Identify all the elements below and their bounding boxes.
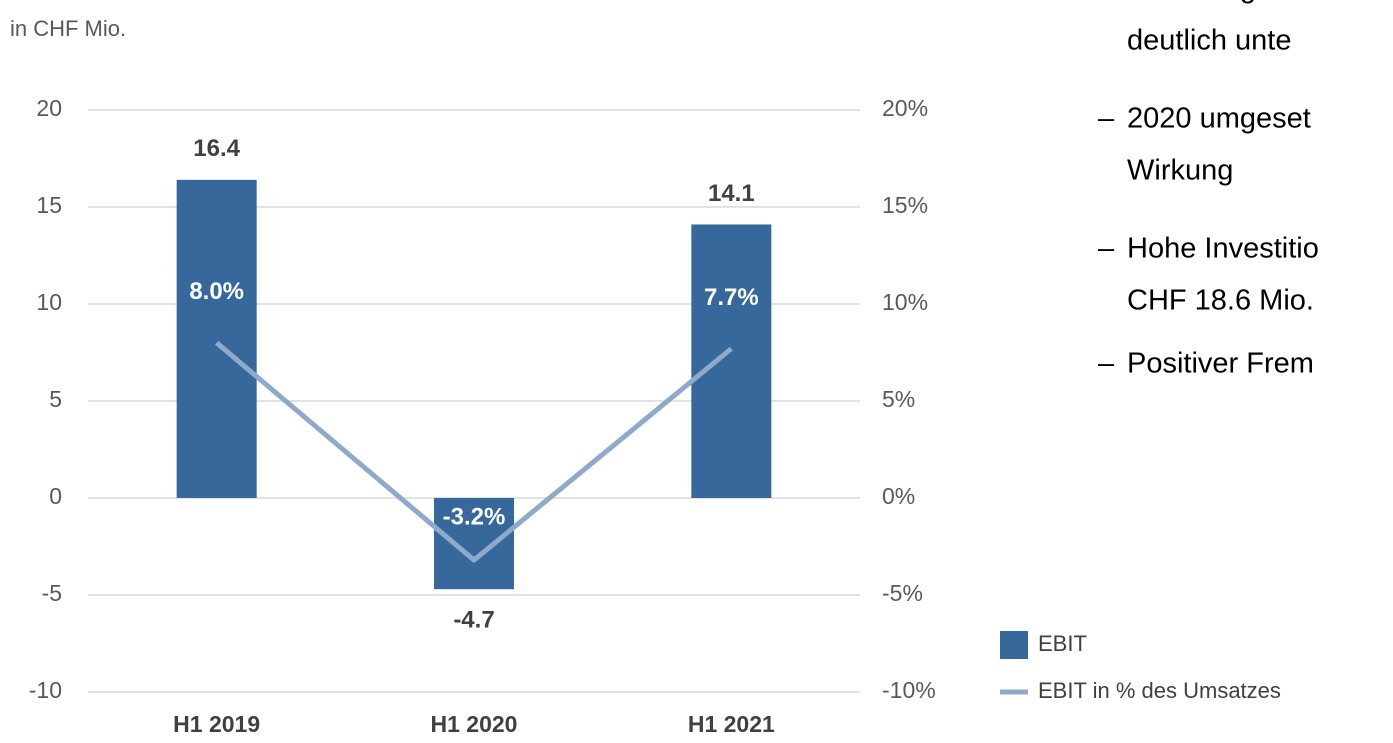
y-tick-label: 0 (49, 483, 62, 509)
y2-tick-label: -5% (882, 580, 923, 606)
bullet-text: Positiver Frem (1127, 348, 1314, 380)
y2-tick-label: 15% (882, 192, 928, 218)
legend-label: EBIT in % des Umsatzes (1038, 678, 1281, 703)
bar (434, 498, 514, 590)
bullet-dash: – (1098, 233, 1115, 265)
bar-value-label: -4.7 (453, 607, 494, 634)
y-tick-label: -5 (42, 580, 62, 606)
bullet-dash: – (1098, 103, 1115, 135)
x-tick-label: H1 2019 (173, 711, 260, 737)
bullet-text: 2020 umgeset (1127, 103, 1311, 135)
line-value-label: -3.2% (443, 503, 506, 530)
bullet-text: deutlich unte (1127, 25, 1291, 57)
y-tick-label: -10 (29, 677, 62, 703)
y-tick-label: 10 (36, 289, 62, 315)
bullet-text: Hohe Investitio (1127, 233, 1319, 265)
chart-subtitle: in CHF Mio. (10, 16, 126, 41)
bar (176, 179, 257, 498)
bar-value-label: 14.1 (708, 180, 755, 207)
bar (691, 224, 772, 498)
bullet-text: CHF 18.6 Mio. (1127, 285, 1314, 317)
legend-swatch (1000, 631, 1028, 659)
y2-tick-label: 5% (882, 386, 915, 412)
y-tick-label: 15 (36, 192, 62, 218)
bullet-text: Volumenges (1127, 0, 1287, 5)
y-tick-label: 5 (49, 386, 62, 412)
line-value-label: 7.7% (704, 284, 759, 311)
y2-tick-label: 20% (882, 95, 928, 121)
x-tick-label: H1 2020 (431, 711, 518, 737)
bullet-dash: – (1098, 348, 1115, 380)
line-value-label: 8.0% (189, 278, 244, 305)
legend-label: EBIT (1038, 631, 1087, 656)
bar-value-label: 16.4 (193, 135, 240, 162)
y2-tick-label: -10% (882, 677, 936, 703)
y2-tick-label: 10% (882, 289, 928, 315)
x-tick-label: H1 2021 (688, 711, 775, 737)
bullet-text: Wirkung (1127, 155, 1233, 187)
y2-tick-label: 0% (882, 483, 915, 509)
y-tick-label: 20 (36, 95, 62, 121)
line (215, 340, 733, 563)
